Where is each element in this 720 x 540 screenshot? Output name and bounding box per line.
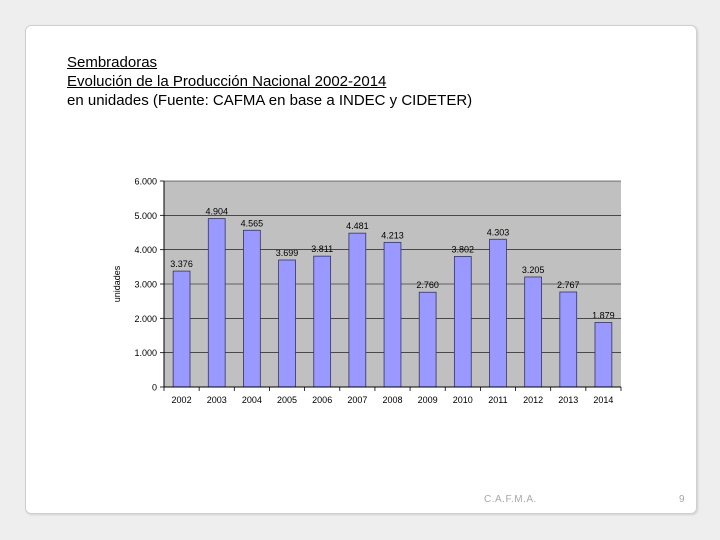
bar xyxy=(278,259,296,388)
footer-text: C.A.F.M.A. xyxy=(484,494,537,505)
axes xyxy=(160,180,622,391)
bar xyxy=(172,270,191,388)
data-label: 4.904 xyxy=(205,207,228,217)
x-tick-label: 2013 xyxy=(558,395,578,405)
bar xyxy=(594,322,613,388)
bars xyxy=(172,218,613,388)
bar xyxy=(524,276,542,388)
bar xyxy=(559,291,578,388)
slide-source: en unidades (Fuente: CAFMA en base a IND… xyxy=(67,92,473,109)
y-tick-label: 3.000 xyxy=(134,280,157,290)
y-tick-label: 6.000 xyxy=(134,177,157,187)
y-tick-label: 0 xyxy=(152,383,157,393)
data-labels: 3.376 4.904 4.565 3.699 3.811 4.481 4.213 2.760… xyxy=(170,207,614,321)
x-tick-label: 2009 xyxy=(418,395,438,405)
slide-subtitle: Evolución de la Producción Nacional 2002… xyxy=(67,73,387,90)
y-axis-label: unidades xyxy=(112,265,122,302)
bar xyxy=(383,241,402,388)
y-tick-labels: 0 1.000 2.000 3.000 4.000 5.000 6.000 xyxy=(134,177,157,393)
data-label: 4.481 xyxy=(346,221,369,231)
x-tick-label: 2010 xyxy=(453,395,473,405)
x-tick-label: 2008 xyxy=(382,395,402,405)
data-label: 3.699 xyxy=(276,248,299,258)
data-label: 3.205 xyxy=(522,265,545,275)
y-tick-label: 4.000 xyxy=(134,245,157,255)
data-label: 4.565 xyxy=(241,218,264,228)
data-label: 3.802 xyxy=(452,244,475,254)
data-label: 4.213 xyxy=(381,230,404,240)
data-label: 4.303 xyxy=(487,227,510,237)
page-number: 9 xyxy=(679,494,685,505)
bar xyxy=(348,232,367,388)
data-label: 3.376 xyxy=(170,259,193,269)
x-tick-label: 2007 xyxy=(347,395,367,405)
data-label: 3.811 xyxy=(311,244,333,254)
x-tick-label: 2006 xyxy=(312,395,332,405)
x-tick-label: 2014 xyxy=(593,395,613,405)
bar xyxy=(418,291,437,388)
x-tick-labels: 2002 2003 2004 2005 2006 2007 2008 2009 2010 2011… xyxy=(172,395,614,405)
slide-title: Sembradoras xyxy=(67,54,158,71)
x-tick-label: 2003 xyxy=(207,395,227,405)
bar-chart: 0 1.000 2.000 3.000 4.000 5.000 6.000 2002 2003… xyxy=(112,177,622,405)
bar xyxy=(243,229,261,388)
title-block: Sembradoras Evolución de la Producción N… xyxy=(67,53,472,110)
x-tick-label: 2002 xyxy=(172,395,192,405)
bar xyxy=(453,256,472,388)
data-label: 1.879 xyxy=(592,310,615,320)
bar xyxy=(489,238,507,388)
data-label: 2.767 xyxy=(557,280,580,290)
bar xyxy=(207,218,226,388)
x-tick-label: 2005 xyxy=(277,395,297,405)
y-tick-label: 5.000 xyxy=(134,211,157,221)
data-label: 2.760 xyxy=(416,280,439,290)
bar xyxy=(313,255,332,388)
y-tick-label: 1.000 xyxy=(134,348,157,358)
x-tick-label: 2011 xyxy=(488,395,507,405)
x-tick-label: 2012 xyxy=(523,395,543,405)
y-tick-label: 2.000 xyxy=(134,314,157,324)
x-tick-label: 2004 xyxy=(242,395,262,405)
